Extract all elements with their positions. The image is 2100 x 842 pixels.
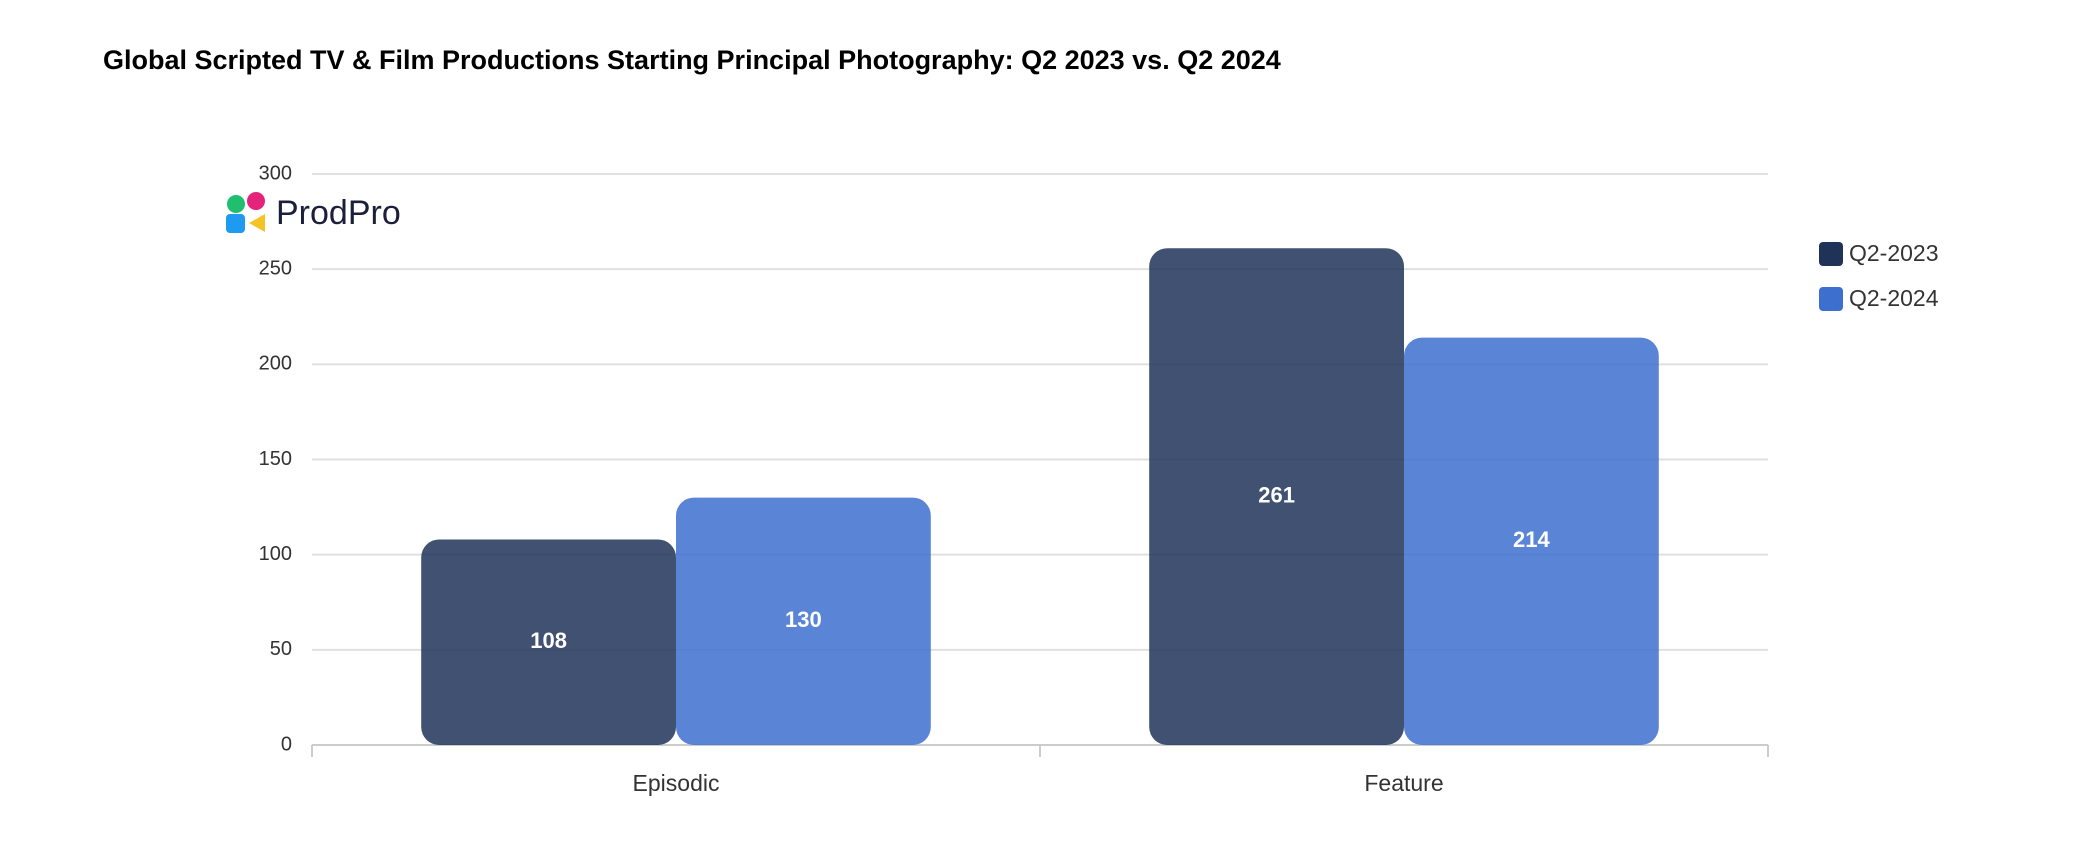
value-label: 261 bbox=[1258, 482, 1295, 507]
legend-label: Q2-2024 bbox=[1849, 285, 1939, 311]
logo-text: ProdPro bbox=[276, 194, 401, 232]
value-label: 108 bbox=[530, 628, 567, 653]
bar bbox=[1404, 337, 1659, 745]
bar bbox=[421, 539, 676, 745]
bar bbox=[676, 497, 931, 745]
bar bbox=[1149, 248, 1404, 746]
x-tick-label: Episodic bbox=[633, 770, 720, 796]
y-tick-label: 50 bbox=[270, 638, 292, 660]
logo-square bbox=[226, 214, 245, 233]
legend-swatch bbox=[1819, 287, 1843, 311]
x-tick-label: Feature bbox=[1364, 770, 1443, 796]
logo: ProdPro bbox=[226, 192, 401, 233]
value-label: 130 bbox=[785, 607, 822, 632]
legend-swatch bbox=[1819, 242, 1843, 266]
chart-title: Global Scripted TV & Film Productions St… bbox=[103, 45, 1281, 75]
y-tick-label: 100 bbox=[259, 543, 292, 565]
y-tick-label: 250 bbox=[259, 257, 292, 279]
y-tick-label: 300 bbox=[259, 162, 292, 184]
y-tick-label: 200 bbox=[259, 353, 292, 375]
y-tick-label: 0 bbox=[281, 733, 292, 755]
logo-dot bbox=[227, 195, 245, 213]
value-label: 214 bbox=[1513, 527, 1550, 552]
logo-dot bbox=[247, 192, 265, 210]
legend-label: Q2-2023 bbox=[1849, 240, 1939, 266]
y-tick-label: 150 bbox=[259, 448, 292, 470]
logo-triangle bbox=[249, 214, 265, 232]
